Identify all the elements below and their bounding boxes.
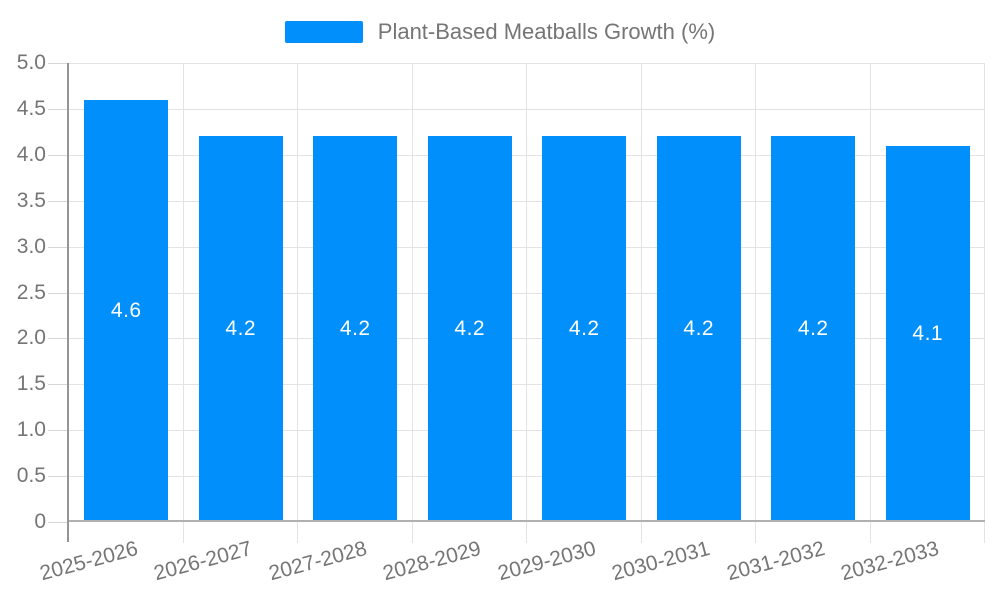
gridline-horizontal	[69, 63, 985, 64]
y-tick-label: 3.5	[16, 188, 46, 212]
y-tick-label: 5.0	[16, 51, 46, 74]
bar-value-label: 4.2	[797, 317, 829, 341]
x-axis-line	[69, 520, 985, 522]
y-tick-label: 2.5	[16, 280, 46, 304]
x-tick-label: 2027-2028	[266, 537, 370, 586]
plot-area: 4.6 4.2 4.2 4.2 4.2 4.2 4.2 4.1	[48, 63, 985, 543]
y-tick-label: 1.5	[16, 372, 46, 396]
y-axis-tick	[48, 338, 69, 340]
gridline-vertical	[640, 63, 642, 543]
gridline-horizontal	[69, 292, 985, 294]
y-axis-tick	[48, 246, 69, 248]
y-axis-tick	[48, 108, 69, 110]
y-axis-tick	[48, 292, 69, 294]
x-tick-label: 2031-2032	[724, 537, 828, 586]
bar[interactable]: 4.6	[84, 99, 169, 522]
bar-value-label: 4.2	[454, 317, 486, 341]
y-tick-label: 4.5	[16, 96, 46, 120]
y-tick-label: 1.0	[16, 418, 46, 442]
y-tick-label: 4.0	[16, 142, 46, 166]
gridline-vertical	[869, 63, 871, 543]
gridline-vertical	[182, 63, 184, 543]
y-axis-tick	[48, 63, 69, 64]
gridline-vertical	[984, 63, 985, 543]
gridline-vertical	[297, 63, 298, 543]
bar[interactable]: 4.2	[656, 136, 741, 522]
legend[interactable]: Plant-Based Meatballs Growth (%)	[0, 19, 1000, 45]
gridline-horizontal	[69, 246, 985, 248]
legend-swatch[interactable]	[284, 21, 363, 43]
legend-label: Plant-Based Meatballs Growth (%)	[377, 19, 716, 44]
gridline-vertical	[411, 63, 413, 543]
x-tick-label: 2030-2031	[609, 537, 713, 586]
x-tick-label: 2026-2027	[151, 537, 255, 586]
gridline-horizontal	[69, 200, 985, 202]
x-tick-label: 2032-2033	[838, 537, 942, 586]
gridline-horizontal	[69, 384, 985, 386]
gridline-horizontal	[69, 430, 985, 432]
bar[interactable]: 4.1	[885, 145, 970, 522]
y-tick-label: 0.5	[16, 464, 46, 488]
bar-value-label: 4.2	[683, 317, 715, 341]
gridline-horizontal	[69, 154, 985, 156]
y-tick-label: 2.0	[16, 326, 46, 350]
y-tick-label: 3.0	[16, 234, 46, 258]
y-axis-tick	[48, 200, 69, 202]
x-tick-label: 2028-2029	[380, 537, 484, 586]
bar[interactable]: 4.2	[313, 136, 398, 522]
y-axis-tick	[48, 522, 69, 523]
bar[interactable]: 4.2	[427, 136, 512, 522]
bar-value-label: 4.2	[225, 317, 257, 341]
gridline-horizontal	[69, 108, 985, 110]
gridline-vertical	[526, 63, 527, 543]
x-tick-label: 2029-2030	[495, 537, 599, 586]
x-tick-label: 2025-2026	[37, 537, 141, 586]
gridline-horizontal	[69, 476, 985, 478]
y-axis-tick	[48, 154, 69, 156]
bar[interactable]: 4.2	[542, 136, 627, 522]
bar[interactable]: 4.2	[771, 136, 856, 522]
gridline-vertical	[755, 63, 756, 543]
bar-value-label: 4.2	[568, 317, 600, 341]
bar-value-label: 4.1	[912, 321, 944, 345]
bar[interactable]: 4.2	[198, 136, 283, 522]
y-axis-tick	[48, 384, 69, 386]
y-tick-label: 0	[34, 510, 46, 533]
bar-value-label: 4.6	[110, 298, 142, 322]
gridline-horizontal	[69, 338, 985, 340]
bar-value-label: 4.2	[339, 317, 371, 341]
y-axis-line	[67, 63, 69, 542]
y-axis-tick	[48, 476, 69, 478]
y-axis-tick	[48, 430, 69, 432]
